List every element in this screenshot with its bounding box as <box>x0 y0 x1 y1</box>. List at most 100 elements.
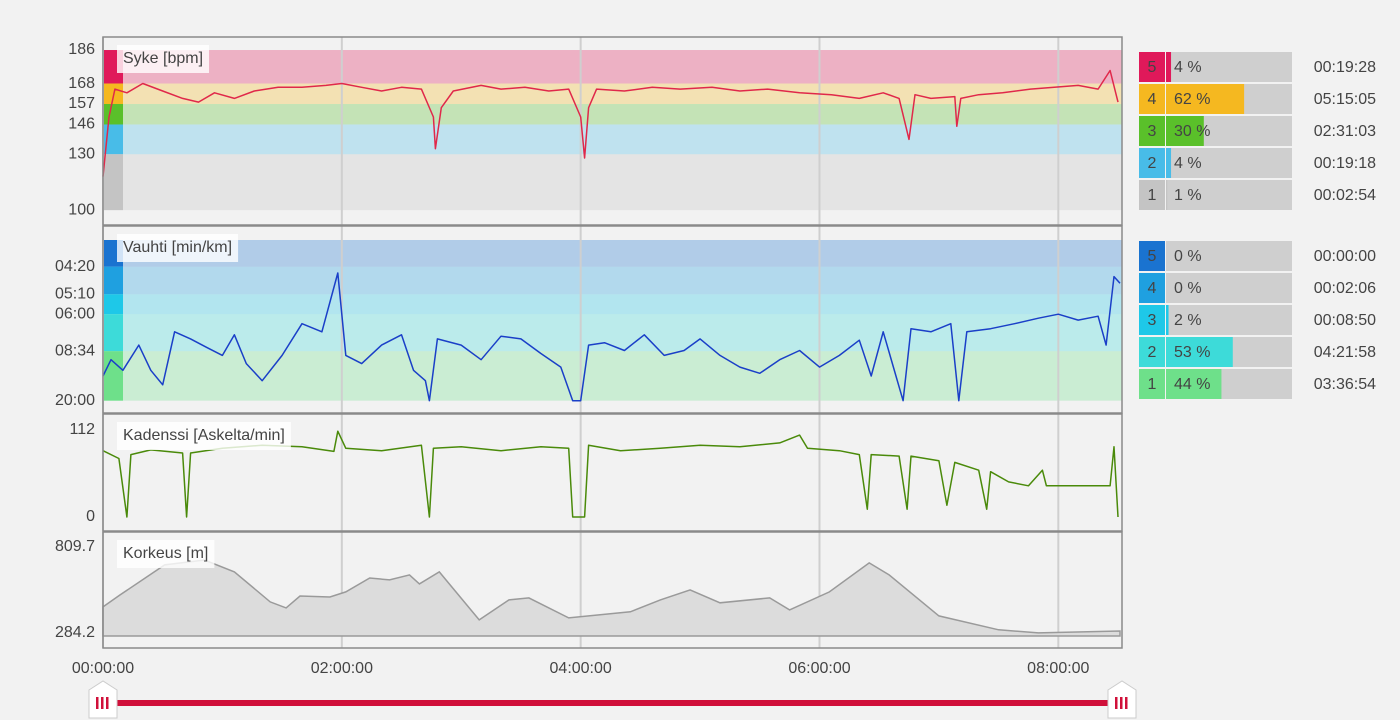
zone-strip <box>103 104 123 125</box>
zone-number-cell <box>1139 305 1165 335</box>
zone-bar <box>1166 180 1168 210</box>
y-tick-label: 100 <box>68 201 95 218</box>
y-tick-label: 284.2 <box>55 624 95 641</box>
zone-band <box>103 294 1122 315</box>
zone-strip <box>103 314 123 352</box>
zone-time: 00:00:00 <box>1314 248 1376 265</box>
x-tick-label: 00:00:00 <box>72 660 134 677</box>
panel-border <box>102 531 1123 649</box>
panel-title: Korkeus [m] <box>123 545 208 562</box>
x-tick-label: 04:00:00 <box>550 660 612 677</box>
zone-bar <box>1166 52 1172 82</box>
zone-number: 5 <box>1148 59 1157 76</box>
y-tick-label: 20:00 <box>55 392 95 409</box>
line <box>102 272 1121 402</box>
zone-number: 2 <box>1148 155 1157 172</box>
title-box <box>117 234 239 262</box>
zone-band <box>103 351 1122 401</box>
zone-bar <box>1166 148 1172 178</box>
zone-time: 00:19:18 <box>1314 155 1376 172</box>
plot-area <box>103 37 1122 225</box>
title-box <box>117 540 215 568</box>
y-tick-label: 186 <box>68 41 95 58</box>
zone-number: 4 <box>1148 280 1157 297</box>
zone-time: 00:19:28 <box>1314 59 1376 76</box>
zone-strip <box>103 83 123 105</box>
panel-title: Vauhti [min/km] <box>123 239 232 256</box>
title-box <box>117 45 210 73</box>
y-tick-label: 146 <box>68 116 95 133</box>
zone-bar-track <box>1166 180 1292 210</box>
zone-time: 02:31:03 <box>1314 123 1376 140</box>
zone-percent: 4 % <box>1174 59 1202 76</box>
y-tick-label: 809.7 <box>55 538 95 555</box>
y-tick-label: 08:34 <box>55 342 95 359</box>
zone-percent: 62 % <box>1174 91 1210 108</box>
zone-band <box>103 104 1122 125</box>
y-tick-label: 0 <box>86 508 95 525</box>
panel-border <box>102 36 1123 226</box>
line <box>102 69 1119 177</box>
zone-number: 1 <box>1148 376 1157 393</box>
zone-strip <box>103 294 123 315</box>
zone-bar <box>1166 84 1245 114</box>
y-tick-label: 06:00 <box>55 305 95 322</box>
zone-bar-track <box>1166 305 1292 335</box>
zone-number-cell <box>1139 337 1165 367</box>
zone-percent: 30 % <box>1174 123 1210 140</box>
zone-number-cell <box>1139 241 1165 271</box>
zone-percent: 44 % <box>1174 376 1210 393</box>
plot-area <box>103 226 1122 413</box>
zone-bar <box>1166 116 1204 146</box>
zone-percent: 0 % <box>1174 248 1202 265</box>
zone-number-cell <box>1139 148 1165 178</box>
zone-time: 04:21:58 <box>1314 344 1376 361</box>
time-range-slider[interactable] <box>88 680 1137 719</box>
zone-strip <box>103 154 123 211</box>
zone-number: 3 <box>1148 123 1157 140</box>
zone-time: 03:36:54 <box>1314 376 1376 393</box>
zone-band <box>103 240 1122 267</box>
zone-bar-track <box>1166 241 1292 271</box>
zone-percent: 2 % <box>1174 312 1202 329</box>
y-tick-label: 05:10 <box>55 286 95 303</box>
title-box <box>117 422 291 450</box>
zone-number: 5 <box>1148 248 1157 265</box>
zone-strip <box>103 266 123 295</box>
y-tick-label: 04:20 <box>55 258 95 275</box>
zone-number-cell <box>1139 52 1165 82</box>
panel-title: Kadenssi [Askelta/min] <box>123 427 285 444</box>
zone-strip <box>103 351 123 401</box>
panel-title: Syke [bpm] <box>123 50 203 67</box>
zone-number: 4 <box>1148 91 1157 108</box>
zone-band <box>103 83 1122 105</box>
zone-band <box>103 124 1122 155</box>
zone-bar <box>1166 337 1233 367</box>
zone-band <box>103 50 1122 84</box>
zone-bar-track <box>1166 52 1292 82</box>
zone-band <box>103 266 1122 295</box>
zone-band <box>103 154 1122 211</box>
x-tick-label: 02:00:00 <box>311 660 373 677</box>
slider-track <box>103 700 1122 706</box>
zone-percent: 0 % <box>1174 280 1202 297</box>
zone-time: 00:02:06 <box>1314 280 1376 297</box>
zone-percent: 4 % <box>1174 155 1202 172</box>
zone-number: 2 <box>1148 344 1157 361</box>
zone-bar <box>1166 369 1222 399</box>
zone-number: 3 <box>1148 312 1157 329</box>
area <box>102 559 1121 637</box>
zone-time: 00:08:50 <box>1314 312 1376 329</box>
x-tick-label: 06:00:00 <box>788 660 850 677</box>
panel-border <box>102 413 1123 532</box>
zone-percent: 53 % <box>1174 344 1210 361</box>
zone-number-cell <box>1139 369 1165 399</box>
zone-time: 00:02:54 <box>1314 187 1376 204</box>
zone-number-cell <box>1139 84 1165 114</box>
x-tick-label: 08:00:00 <box>1027 660 1089 677</box>
zone-time: 05:15:05 <box>1314 91 1376 108</box>
zone-bar <box>1166 305 1169 335</box>
zone-bar-track <box>1166 148 1292 178</box>
y-tick-label: 112 <box>69 421 95 438</box>
